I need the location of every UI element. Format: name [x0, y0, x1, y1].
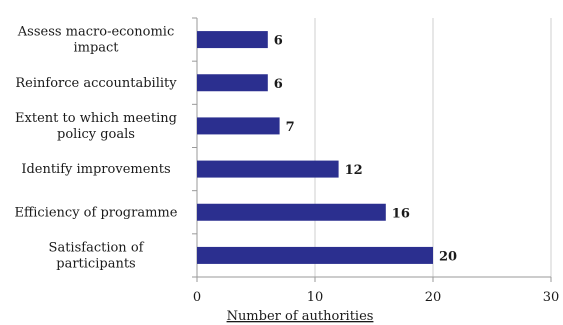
data-label: 6 [274, 34, 283, 49]
category-label: Satisfaction of participants [49, 240, 145, 271]
bars [197, 31, 433, 264]
x-tick-label: 30 [543, 290, 560, 305]
bar [197, 160, 339, 178]
category-labels: Assess macro-economic impact Reinforce acc… [15, 25, 178, 272]
data-label: 7 [286, 120, 295, 135]
axes [192, 17, 552, 282]
data-label: 6 [274, 77, 283, 92]
category-label-line: impact [73, 41, 119, 56]
category-label-line: participants [56, 256, 135, 271]
bar [197, 31, 268, 49]
data-label: 16 [392, 206, 410, 221]
category-label-line: Identify improvements [21, 162, 170, 177]
bar [197, 117, 280, 135]
x-tick-label: 20 [425, 290, 442, 305]
data-labels: 6 6 7 12 16 20 [274, 34, 457, 265]
category-label-line: Assess macro-economic [17, 25, 174, 40]
x-axis-title: Number of authorities [227, 309, 374, 324]
bar [197, 246, 433, 264]
category-label: Identify improvements [21, 162, 170, 177]
category-label-line: Reinforce accountability [15, 76, 177, 91]
data-label: 12 [345, 163, 363, 178]
category-label: Extent to which meeting policy goals [15, 111, 177, 142]
bar [197, 203, 386, 221]
category-label: Efficiency of programme [15, 205, 178, 220]
bar [197, 74, 268, 92]
category-label: Reinforce accountability [15, 76, 177, 91]
category-label: Assess macro-economic impact [17, 25, 174, 56]
category-label-line: Extent to which meeting [15, 111, 177, 126]
x-tick-label: 0 [193, 290, 201, 305]
category-label-line: Efficiency of programme [15, 205, 178, 220]
x-tick-labels: 0 10 20 30 [193, 290, 559, 305]
category-label-line: policy goals [57, 127, 135, 142]
category-label-line: Satisfaction of [49, 240, 145, 255]
grid-lines [314, 18, 552, 277]
x-tick-label: 10 [307, 290, 324, 305]
data-label: 20 [439, 249, 457, 264]
